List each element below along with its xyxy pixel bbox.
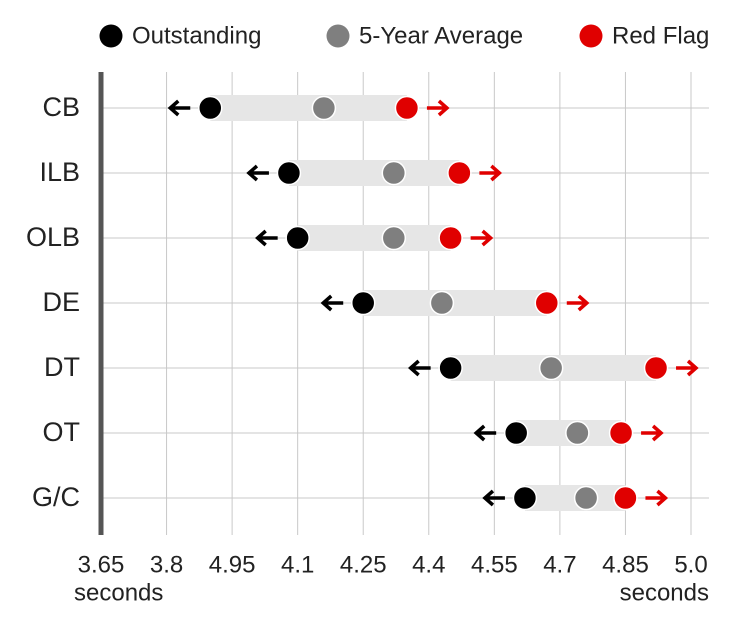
dot — [643, 355, 669, 381]
dot — [447, 160, 472, 186]
range-band — [363, 290, 547, 316]
arrow — [407, 359, 431, 377]
x-axis-label: seconds — [620, 579, 709, 606]
x-axis-label: seconds — [74, 579, 163, 606]
x-tick-label: 4.95 — [209, 551, 256, 578]
x-tick-label: 4.25 — [340, 551, 387, 578]
dot — [565, 420, 590, 446]
x-tick-label: 4.4 — [412, 551, 445, 578]
arrow — [246, 164, 269, 182]
legend-label: 5-Year Average — [359, 22, 523, 49]
arrow — [470, 229, 494, 247]
y-tick-label: OT — [43, 417, 81, 447]
dot — [381, 160, 407, 186]
range-band — [288, 160, 460, 186]
arrow — [426, 99, 450, 117]
dot — [285, 225, 310, 251]
dot — [538, 355, 564, 381]
dot — [350, 290, 376, 316]
dot — [276, 160, 302, 186]
arrow — [255, 229, 278, 247]
legend-swatch — [326, 24, 350, 48]
x-tick-label: 5.0 — [674, 551, 707, 578]
x-tick-label: 4.1 — [281, 551, 314, 578]
dot — [198, 95, 223, 121]
dot — [438, 225, 463, 251]
legend-label: Red Flag — [612, 22, 709, 49]
x-tick-label: 3.65 — [78, 551, 125, 578]
legend-swatch — [99, 24, 123, 48]
dot — [573, 485, 599, 511]
dot — [381, 225, 407, 251]
arrow — [645, 489, 669, 507]
arrow — [641, 424, 664, 442]
y-tick-label: CB — [42, 92, 80, 122]
dot — [394, 95, 420, 121]
dot — [534, 290, 560, 316]
dot — [608, 420, 634, 446]
arrow — [676, 359, 699, 377]
y-tick-label: G/C — [32, 482, 80, 512]
range-band — [297, 225, 451, 251]
arrow — [320, 294, 344, 312]
dot — [311, 95, 337, 121]
y-tick-label: OLB — [26, 222, 80, 252]
legend-label: Outstanding — [132, 22, 261, 49]
dot — [438, 355, 463, 381]
arrow — [482, 489, 505, 507]
arrow — [479, 164, 503, 182]
dot — [429, 290, 455, 316]
y-tick-label: DE — [42, 287, 80, 317]
x-tick-label: 4.85 — [602, 551, 649, 578]
x-tick-label: 4.7 — [543, 551, 576, 578]
dot — [503, 420, 529, 446]
x-tick-label: 3.8 — [150, 551, 183, 578]
x-tick-label: 4.55 — [471, 551, 518, 578]
arrow — [167, 99, 191, 117]
dot — [512, 485, 538, 511]
y-tick-label: DT — [44, 352, 80, 382]
range-band — [210, 95, 407, 121]
arrow — [566, 294, 590, 312]
arrow — [473, 424, 497, 442]
y-tick-label: ILB — [39, 157, 80, 187]
legend-swatch — [579, 24, 603, 48]
dot — [613, 485, 638, 511]
legend: Outstanding 5-Year Average Red Flag — [99, 22, 709, 49]
